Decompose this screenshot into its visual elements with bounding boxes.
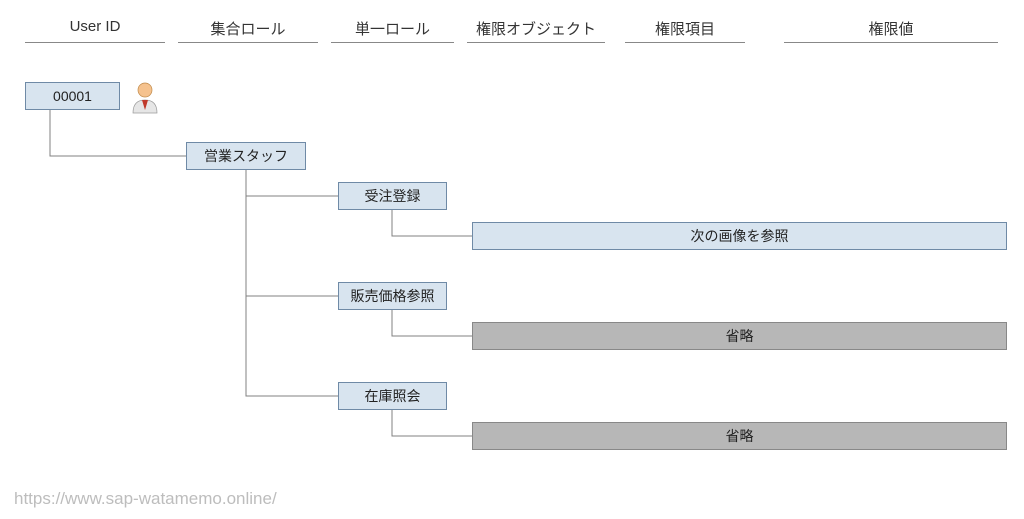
header-label: 集合ロール — [210, 21, 285, 38]
header-authfield: 権限項目 — [625, 18, 745, 39]
node-single-role-3: 在庫照会 — [338, 382, 447, 410]
header-underline — [331, 42, 454, 43]
header-composite: 集合ロール — [178, 18, 318, 39]
user-icon — [128, 80, 162, 114]
node-detail-3: 省略 — [472, 422, 1007, 450]
watermark-url: https://www.sap-watamemo.online/ — [14, 489, 277, 509]
node-detail-2: 省略 — [472, 322, 1007, 350]
header-user-id: User ID — [25, 18, 165, 35]
header-underline — [784, 42, 998, 43]
header-underline — [467, 42, 605, 43]
header-label: 権限項目 — [655, 21, 715, 38]
header-underline — [25, 42, 165, 43]
node-single-role-1: 受注登録 — [338, 182, 447, 210]
header-authvalue: 権限値 — [784, 18, 998, 39]
node-user-id: 00001 — [25, 82, 120, 110]
header-authobj: 権限オブジェクト — [467, 18, 605, 39]
header-label: 権限値 — [868, 21, 913, 38]
header-underline — [178, 42, 318, 43]
header-label: 権限オブジェクト — [476, 21, 596, 38]
header-label: 単一ロール — [355, 21, 430, 38]
header-underline — [625, 42, 745, 43]
node-detail-1: 次の画像を参照 — [472, 222, 1007, 250]
node-single-role-2: 販売価格参照 — [338, 282, 447, 310]
header-single: 単一ロール — [331, 18, 454, 39]
header-label: User ID — [70, 18, 121, 35]
node-composite-role: 営業スタッフ — [186, 142, 306, 170]
